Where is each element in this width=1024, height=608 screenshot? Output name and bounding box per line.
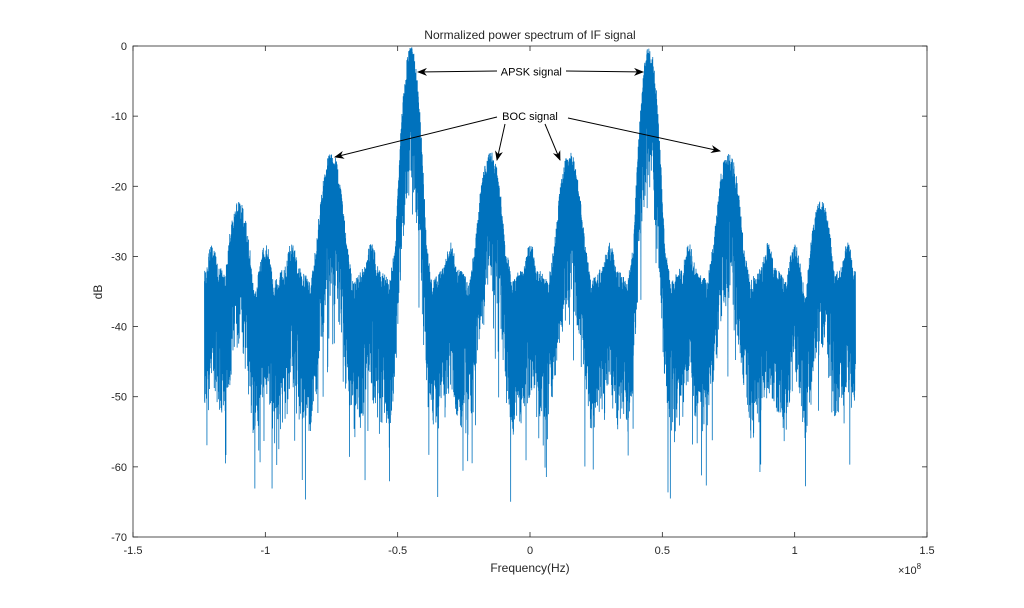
x-exponent: ×108 xyxy=(898,562,922,577)
x-axis-label: Frequency(Hz) xyxy=(490,561,569,575)
x-tick-label: 1 xyxy=(792,545,798,557)
y-tick-label: -70 xyxy=(111,532,127,544)
y-tick-label: -20 xyxy=(111,181,127,193)
x-tick-label: 0 xyxy=(527,545,533,557)
x-tick-label: -1.5 xyxy=(124,545,143,557)
x-tick-label: -1 xyxy=(260,545,270,557)
annotation-arrow xyxy=(565,67,644,76)
x-tick-label: -0.5 xyxy=(388,545,407,557)
annotation-label: BOC signal xyxy=(502,111,558,123)
annotation-arrow xyxy=(417,67,498,76)
y-tick-label: -10 xyxy=(111,111,127,123)
x-tick-label: 1.5 xyxy=(919,545,934,557)
y-axis-label: dB xyxy=(91,285,105,300)
annotation-label: APSK signal xyxy=(501,66,562,78)
annotation-arrow xyxy=(567,117,721,153)
annotation-arrow xyxy=(334,116,498,159)
y-tick-label: 0 xyxy=(121,41,127,53)
y-tick-label: -60 xyxy=(111,462,127,474)
annotation-arrow xyxy=(544,123,561,161)
y-tick-label: -50 xyxy=(111,392,127,404)
chart-title: Normalized power spectrum of IF signal xyxy=(424,28,635,42)
series-line-spectrum xyxy=(204,47,856,502)
y-tick-label: -40 xyxy=(111,322,127,334)
annotation-arrow xyxy=(495,123,506,161)
x-tick-label: 0.5 xyxy=(655,545,670,557)
y-tick-label: -30 xyxy=(111,251,127,263)
